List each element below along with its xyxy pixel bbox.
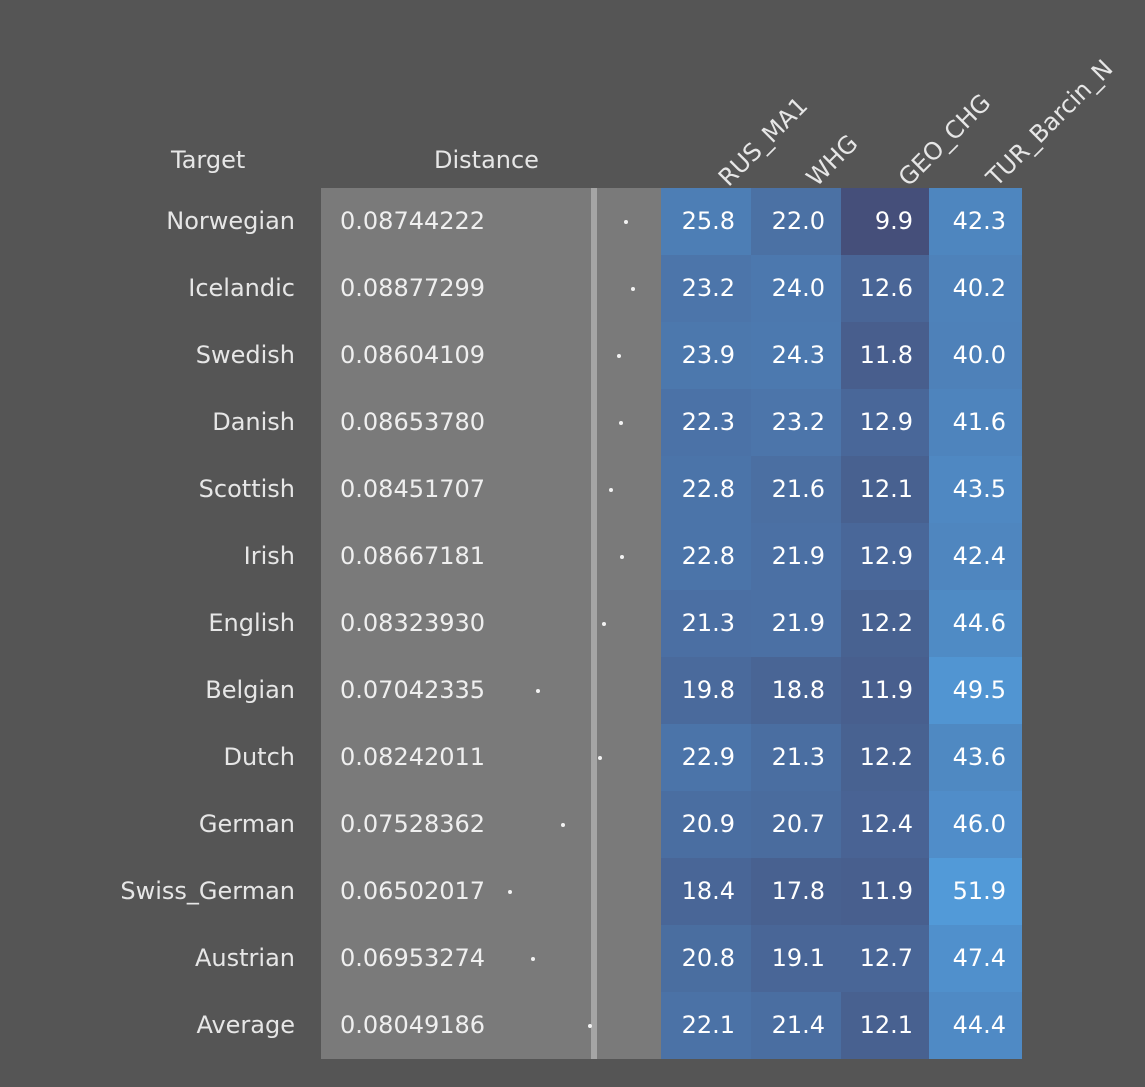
distance-value: 0.08744222 [340,207,486,235]
target-label: Scottish [198,475,295,503]
heat-cell-whg: 24.3 [751,322,841,389]
distance-value: 0.07528362 [340,810,486,838]
distance-dot [630,286,635,291]
target-label: Average [196,1011,295,1039]
heat-cell-geo-chg: 11.8 [841,322,929,389]
heat-cell-tur-barcin-n: 42.4 [929,523,1022,590]
heat-cell-geo-chg: 12.9 [841,389,929,456]
heat-cell-whg: 21.9 [751,523,841,590]
heat-cell-tur-barcin-n: 47.4 [929,925,1022,992]
heat-cell-tur-barcin-n: 40.2 [929,255,1022,322]
target-label: Belgian [205,676,295,704]
heat-cell-geo-chg: 12.2 [841,590,929,657]
distance-value: 0.08451707 [340,475,486,503]
heat-cell-whg: 22.0 [751,188,841,255]
distance-value: 0.07042335 [340,676,486,704]
heat-cell-geo-chg: 12.9 [841,523,929,590]
heat-cell-geo-chg: 12.4 [841,791,929,858]
target-label: English [208,609,295,637]
heat-cell-geo-chg: 11.9 [841,657,929,724]
target-label: Swiss_German [120,877,295,905]
heat-cell-whg: 17.8 [751,858,841,925]
distance-value: 0.06953274 [340,944,486,972]
target-label: Irish [243,542,295,570]
distance-value: 0.08877299 [340,274,486,302]
heat-cell-geo-chg: 12.1 [841,992,929,1059]
target-label: Dutch [223,743,295,771]
distance-dot [508,889,513,894]
distance-value: 0.08653780 [340,408,486,436]
heat-cell-rus-ma1: 22.9 [661,724,751,791]
heat-cell-tur-barcin-n: 51.9 [929,858,1022,925]
heat-cell-geo-chg: 12.2 [841,724,929,791]
distance-value: 0.08242011 [340,743,486,771]
column-header-whg: WHG [801,129,864,192]
heat-cell-geo-chg: 12.6 [841,255,929,322]
heat-cell-rus-ma1: 22.8 [661,523,751,590]
column-header-rus-ma1: RUS_MA1 [713,91,814,192]
heat-cell-rus-ma1: 18.4 [661,858,751,925]
target-label: Danish [212,408,295,436]
distance-value: 0.08049186 [340,1011,486,1039]
distance-dot [608,487,613,492]
distance-reference-line [591,188,597,1059]
heat-cell-whg: 24.0 [751,255,841,322]
heat-cell-tur-barcin-n: 46.0 [929,791,1022,858]
heat-cell-rus-ma1: 23.9 [661,322,751,389]
distance-value: 0.06502017 [340,877,486,905]
heat-cell-rus-ma1: 22.3 [661,389,751,456]
heat-cell-whg: 21.4 [751,992,841,1059]
distance-dot [623,219,628,224]
target-label: Norwegian [166,207,295,235]
heat-cell-whg: 19.1 [751,925,841,992]
heat-cell-rus-ma1: 19.8 [661,657,751,724]
heat-cell-tur-barcin-n: 42.3 [929,188,1022,255]
column-header-geo-chg: GEO_CHG [893,88,997,192]
distance-dot [536,688,541,693]
distance-dot [588,1023,593,1028]
distance-dot [561,822,566,827]
distance-value: 0.08667181 [340,542,486,570]
heat-cell-whg: 21.6 [751,456,841,523]
heat-cell-tur-barcin-n: 49.5 [929,657,1022,724]
target-label: German [198,810,295,838]
distance-dot [598,755,602,760]
distance-value: 0.08323930 [340,609,486,637]
heat-cell-geo-chg: 9.9 [841,188,929,255]
distance-dot [616,353,621,358]
target-label: Icelandic [188,274,295,302]
distance-dot [619,420,624,425]
heat-cell-tur-barcin-n: 44.4 [929,992,1022,1059]
heat-cell-rus-ma1: 22.1 [661,992,751,1059]
target-header: Target [171,146,246,174]
heat-cell-tur-barcin-n: 44.6 [929,590,1022,657]
heat-cell-geo-chg: 11.9 [841,858,929,925]
distance-header: Distance [434,146,539,174]
heat-cell-whg: 20.7 [751,791,841,858]
heat-cell-rus-ma1: 20.9 [661,791,751,858]
distance-dot [531,956,536,961]
heat-cell-rus-ma1: 21.3 [661,590,751,657]
heat-cell-rus-ma1: 23.2 [661,255,751,322]
distance-dot [602,621,607,626]
heat-cell-whg: 18.8 [751,657,841,724]
heat-cell-tur-barcin-n: 40.0 [929,322,1022,389]
distance-dot [619,554,624,559]
distance-value: 0.08604109 [340,341,486,369]
heat-cell-whg: 21.3 [751,724,841,791]
heat-cell-tur-barcin-n: 43.6 [929,724,1022,791]
heat-cell-geo-chg: 12.7 [841,925,929,992]
column-header-tur-barcin-n: TUR_Barcin_N [981,54,1119,192]
heat-cell-tur-barcin-n: 41.6 [929,389,1022,456]
heat-cell-whg: 23.2 [751,389,841,456]
heat-cell-whg: 21.9 [751,590,841,657]
heat-cell-geo-chg: 12.1 [841,456,929,523]
heat-cell-tur-barcin-n: 43.5 [929,456,1022,523]
heat-cell-rus-ma1: 25.8 [661,188,751,255]
heat-cell-rus-ma1: 22.8 [661,456,751,523]
heat-cell-rus-ma1: 20.8 [661,925,751,992]
target-label: Austrian [195,944,295,972]
target-label: Swedish [195,341,295,369]
